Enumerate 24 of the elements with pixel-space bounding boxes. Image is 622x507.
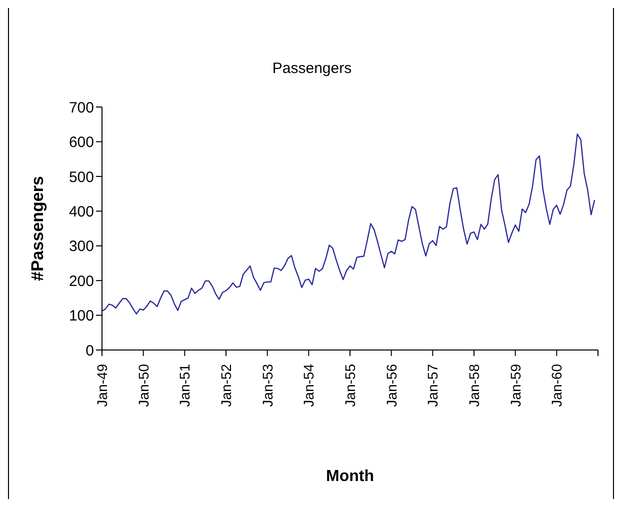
x-tick-label: Jan-50 xyxy=(135,364,152,407)
y-tick-label: 600 xyxy=(68,134,94,152)
line-series xyxy=(102,133,596,314)
x-tick-label: Jan-60 xyxy=(548,364,565,407)
y-tick-label: 0 xyxy=(86,342,94,360)
x-tick-label: Jan-59 xyxy=(507,364,524,407)
y-tick-label: 100 xyxy=(68,308,94,325)
y-tick-label: 700 xyxy=(68,99,94,116)
x-tick-label: Jan-56 xyxy=(383,364,400,407)
y-axis-title: #Passengers xyxy=(28,176,48,281)
x-tick-label: Jan-55 xyxy=(342,364,358,407)
x-tick-label: Jan-52 xyxy=(218,364,234,407)
x-tick-label: Jan-54 xyxy=(300,364,317,407)
x-tick-label: Jan-58 xyxy=(466,364,482,407)
y-tick-label: 400 xyxy=(68,203,94,220)
x-tick-label: Jan-53 xyxy=(259,364,276,407)
x-axis-title: Month xyxy=(326,468,374,485)
chart-title: Passengers xyxy=(271,60,353,77)
x-tick-label: Jan-51 xyxy=(176,364,193,407)
x-tick-label: Jan-49 xyxy=(94,364,110,407)
y-tick-label: 200 xyxy=(68,272,94,290)
y-tick-label: 500 xyxy=(68,168,94,186)
x-tick-label: Jan-57 xyxy=(424,364,441,407)
y-tick-label: 300 xyxy=(68,238,94,256)
